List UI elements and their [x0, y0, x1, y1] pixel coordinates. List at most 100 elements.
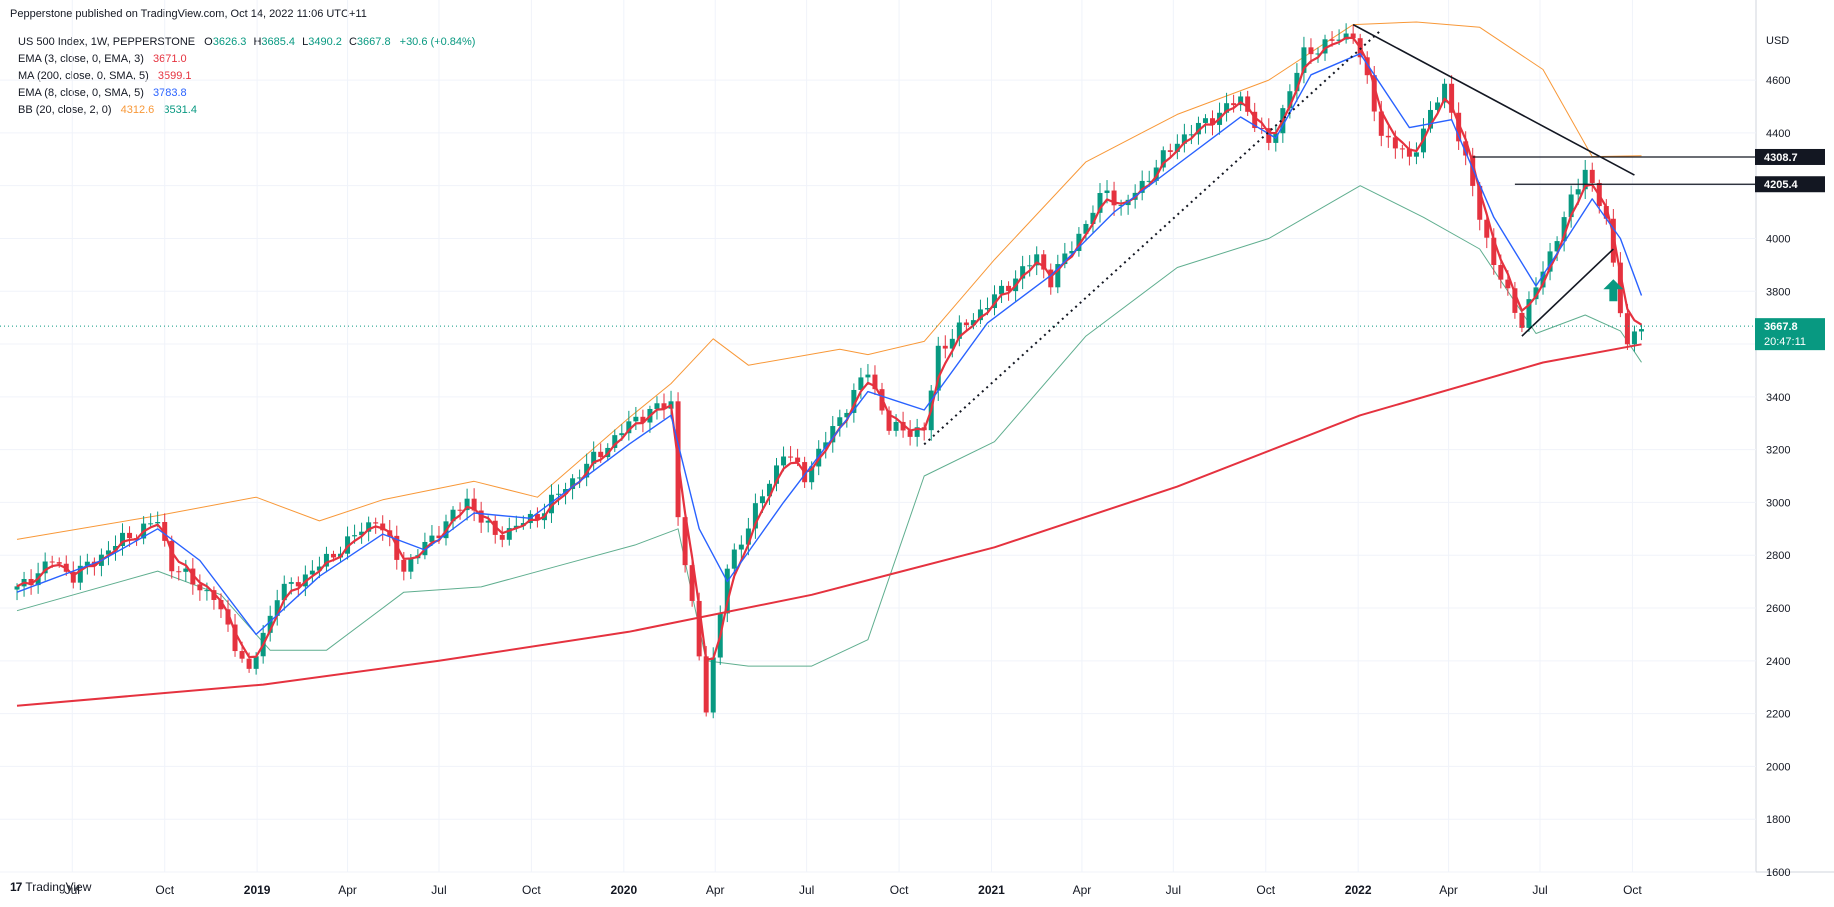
candle-body	[1498, 264, 1504, 280]
candle-body	[1470, 155, 1476, 186]
candle-body	[1111, 190, 1117, 206]
candle-body	[1027, 265, 1033, 267]
candle-body	[1561, 217, 1567, 242]
candle-body	[548, 494, 554, 514]
candle-body	[809, 466, 815, 483]
candle-body	[837, 417, 843, 427]
candle-body	[1456, 112, 1462, 142]
candle-body	[886, 410, 892, 431]
candle-body	[1512, 288, 1518, 313]
candle-body	[654, 403, 660, 409]
candle-body	[851, 389, 857, 413]
price-level-badge	[1755, 148, 1825, 165]
candle-body	[1406, 148, 1412, 157]
symbol-label[interactable]: US 500 Index, 1W, PEPPERSTONE	[18, 36, 196, 48]
candle-body	[56, 562, 62, 564]
footer-brand[interactable]: 17 TradingView	[10, 880, 91, 894]
candle-body	[1195, 122, 1201, 135]
candle-body	[190, 568, 196, 585]
y-tick-label: 1800	[1766, 814, 1790, 826]
candle-body	[1076, 233, 1082, 251]
bb-upper-line	[16, 21, 1642, 540]
x-tick-label: Jul	[65, 883, 80, 897]
candle-body	[288, 582, 294, 584]
y-tick-label: 4600	[1766, 75, 1790, 87]
candle-body	[112, 545, 118, 551]
x-tick-label: 2020	[610, 883, 637, 897]
candle-body	[661, 403, 667, 409]
legend-ema8[interactable]: EMA (8, close, 0, SMA, 5) 3783.8	[18, 85, 475, 102]
candle-body	[1519, 312, 1525, 328]
candle-body	[513, 525, 519, 529]
candle-body	[942, 345, 948, 349]
candle-body	[148, 523, 154, 525]
candle-body	[197, 584, 203, 591]
price-level-label: 4205.4	[1764, 179, 1799, 191]
price-level-badge	[1755, 176, 1825, 193]
y-tick-label: 1600	[1766, 867, 1790, 879]
x-tick-label: Apr	[1439, 883, 1458, 897]
candle-body	[788, 456, 794, 458]
indicator-value-2: 3531.4	[163, 104, 197, 116]
candle-body	[155, 521, 161, 524]
candle-body	[281, 583, 287, 601]
candle-body	[366, 522, 372, 532]
candle-body	[1554, 241, 1560, 252]
legend-ma200[interactable]: MA (200, close, 0, SMA, 5) 3599.1	[18, 68, 475, 85]
candle-body	[1329, 39, 1335, 41]
candle-body	[956, 322, 962, 339]
candle-body	[232, 624, 238, 652]
candle-body	[907, 430, 913, 437]
candle-body	[858, 377, 864, 390]
candle-body	[640, 416, 646, 423]
candle-body	[1160, 150, 1166, 168]
y-tick-label: 4400	[1766, 128, 1790, 140]
bb-lower-line	[16, 185, 1642, 667]
candle-body	[1463, 141, 1469, 156]
candle-body	[556, 493, 562, 495]
x-tick-label: Apr	[338, 883, 357, 897]
candle-body	[745, 528, 751, 545]
ohlc-low-label: L	[302, 36, 309, 48]
x-tick-label: 2019	[244, 883, 271, 897]
candle-body	[211, 590, 217, 600]
price-level-label: 4308.7	[1764, 152, 1798, 164]
candle-body	[577, 477, 583, 479]
ohlc-change: +30.6 (+0.84%)	[399, 36, 476, 48]
candle-body	[710, 657, 716, 713]
indicator-name: EMA (8, close, 0, SMA, 5)	[18, 87, 144, 99]
candle-body	[1294, 72, 1300, 92]
x-tick-label: Oct	[522, 883, 541, 897]
candle-body	[239, 651, 245, 659]
candle-body	[246, 658, 252, 669]
candle-body	[900, 421, 906, 431]
candle-body	[1484, 219, 1490, 238]
candle-body	[1413, 152, 1419, 157]
legend-ema3[interactable]: EMA (3, close, 0, EMA, 3) 3671.0	[18, 51, 475, 68]
candle-body	[84, 561, 90, 566]
ma200-line	[16, 343, 1642, 707]
y-tick-label: 4000	[1766, 233, 1790, 245]
candle-body	[844, 412, 850, 418]
candle-body	[1224, 103, 1230, 113]
candle-body	[359, 531, 365, 536]
indicator-name: EMA (3, close, 0, EMA, 3)	[18, 53, 144, 65]
x-tick-label: 2021	[978, 883, 1005, 897]
candle-body	[450, 509, 456, 522]
candle-body	[464, 498, 470, 511]
candle-body	[485, 520, 491, 523]
candle-body	[457, 509, 463, 511]
candle-body	[963, 322, 969, 326]
candle-body	[380, 523, 386, 531]
candle-body	[949, 338, 955, 349]
candle-body	[1048, 269, 1054, 288]
candle-body	[499, 534, 505, 540]
candle-body	[781, 456, 787, 466]
legend-bb[interactable]: BB (20, close, 2, 0) 4312.6 3531.4	[18, 102, 475, 119]
candle-body	[1252, 111, 1258, 129]
candle-body	[1603, 206, 1609, 219]
y-tick-label: 2200	[1766, 709, 1790, 721]
last-price-badge	[1755, 318, 1825, 351]
ohlc-open: 3626.3	[212, 36, 247, 48]
